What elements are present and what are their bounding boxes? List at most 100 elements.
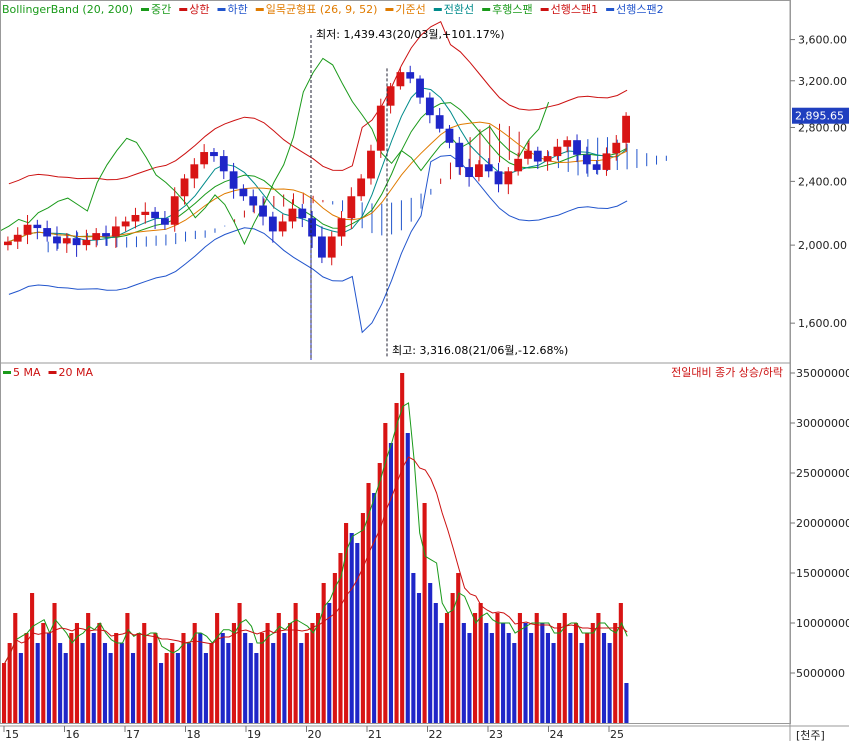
x-tick-label: 25 [610,728,624,741]
volume-ma5-line [4,402,628,664]
volume-bar [153,633,158,723]
price-tick-label: 3,200.00 [798,75,847,88]
volume-bar [159,663,164,723]
current-price-tag [792,107,849,124]
volume-bar [557,623,562,723]
candle-body [200,152,209,165]
volume-bar [74,623,79,723]
legend-label: 중간 [151,3,171,16]
volume-bar [310,623,315,723]
volume-bar [102,643,108,723]
x-tick-label: 22 [429,728,443,741]
volume-bar [601,633,607,723]
price-tick-label: 2,000.00 [798,239,847,252]
x-tick-label: 16 [66,728,80,741]
volume-bar [461,623,466,723]
candle-body [563,140,572,147]
volume-bar [316,613,321,723]
base-line [8,121,628,243]
volume-bar [97,623,102,723]
volume-tick-label: 10000000 [796,617,849,630]
volume-bar [400,373,405,723]
volume-bar [372,493,377,723]
legend-swatch [433,8,442,11]
volume-bar [501,623,506,723]
volume-bar [422,503,427,723]
volume-bar [444,613,450,723]
volume-bar [181,633,186,723]
volume-bar [52,603,57,723]
volume-tick-label: 35000000 [796,367,849,380]
volume-bar [579,643,584,723]
legend-label: 선행스팬1 [551,3,598,16]
volume-bar [164,653,169,723]
candle-body [592,164,601,170]
volume-bar [304,633,309,723]
candle-body [298,208,307,219]
volume-bar [411,573,416,723]
volume-bar [405,433,410,723]
bollinger-upper-line [8,21,628,185]
volume-legend-label: 5 MA [13,366,41,379]
volume-bar [512,643,517,723]
volume-bar [198,633,203,723]
legend-label: 전환선 [444,3,474,16]
candle-body [239,188,248,197]
volume-bar [13,613,18,723]
volume-bar [618,603,623,723]
candle-body [82,239,91,246]
volume-bar [30,593,35,723]
volume-bar [35,643,40,723]
volume-bar [355,543,360,723]
legend-swatch [540,8,549,11]
candle-body [602,153,611,170]
candle-body [219,156,228,172]
price-tick-label: 3,600.00 [798,34,847,47]
candle-body [367,150,375,179]
volume-bar [478,603,483,723]
volume-bar [540,623,545,723]
volume-ma-lines [4,402,628,664]
candle-body [416,78,424,98]
volume-bar [327,603,332,723]
candle-body [13,234,22,242]
x-tick-label: 17 [126,728,140,741]
bollinger-lower-line [8,154,628,334]
volume-bar [416,593,422,723]
volume-bar [46,633,51,723]
volume-bar [344,523,349,723]
volume-bar [332,573,337,723]
volume-bar [467,633,472,723]
candle-body [337,218,346,237]
legend-swatch [385,8,394,11]
x-tick-label: 21 [368,728,382,741]
current-price-label: 2,895.65 [795,110,844,123]
volume-tick-label: 20000000 [796,517,849,530]
candle-body [386,86,395,106]
candle-body [543,156,552,162]
candle-body [622,115,630,143]
indicator-lines [0,21,628,334]
volume-bar [170,643,175,723]
price-tick-label: 2,400.00 [798,175,847,188]
candle-body [514,158,523,172]
x-tick-label: 19 [247,728,261,741]
volume-bar [142,623,147,723]
candle-body [180,178,189,197]
volume-bar [231,623,236,723]
volume-legend-swatch [3,371,11,374]
volume-bar [383,423,388,723]
volume-bar [18,653,23,723]
volume-bar [489,633,494,723]
candle-body [612,142,621,154]
volume-bar [287,623,293,723]
volume-bar [114,633,119,723]
volume-bar [607,643,612,723]
volume-bar [439,623,444,723]
volume-tick-label: 5000000 [796,667,845,680]
volume-bar [271,643,276,723]
volume-bar [360,513,365,723]
volume-bar [203,653,208,723]
